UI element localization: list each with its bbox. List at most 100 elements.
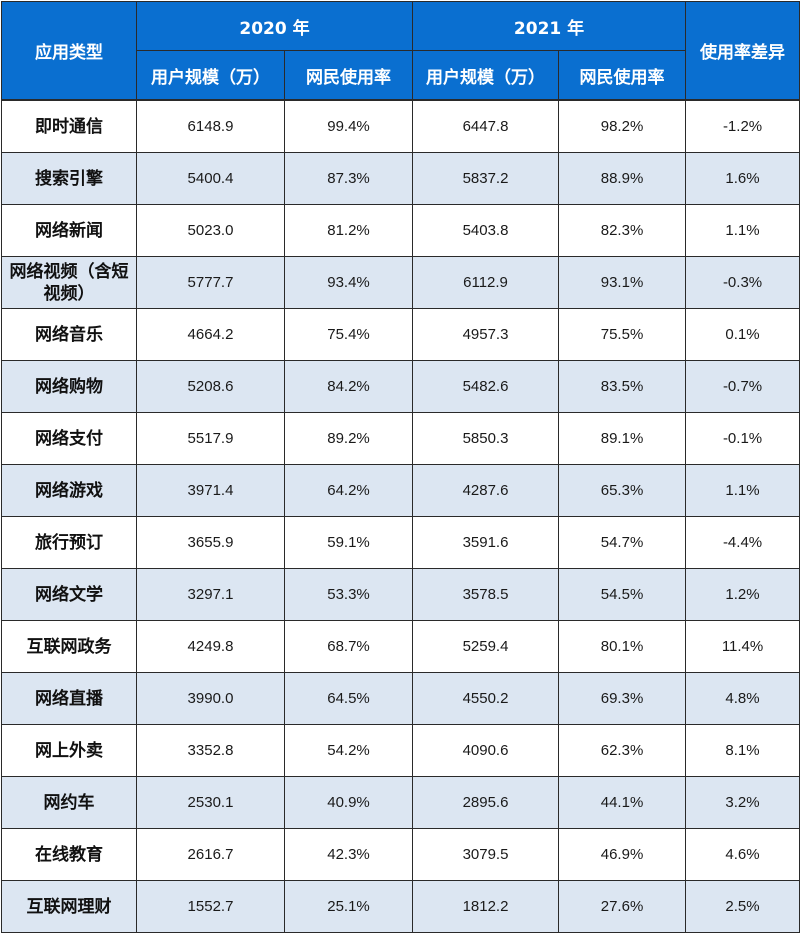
cell-2020-usage-rate: 64.2% <box>283 464 414 517</box>
cell-rate-difference: 1.1% <box>685 464 800 517</box>
cell-2021-user-scale: 5850.3 <box>412 412 560 465</box>
table-row: 搜索引擎 5400.4 87.3% 5837.2 88.9% 1.6% <box>1 152 800 205</box>
table-header: 应用类型 2020 年 2021 年 使用率差异 用户规模（万） 网民使用率 用… <box>1 1 800 101</box>
header-2021-usage-rate: 网民使用率 <box>558 50 687 101</box>
cell-category: 搜索引擎 <box>1 152 137 205</box>
cell-2021-user-scale: 3578.5 <box>412 568 560 621</box>
cell-2020-user-scale: 3655.9 <box>136 516 285 569</box>
cell-2021-usage-rate: 80.1% <box>558 620 687 673</box>
cell-2021-user-scale: 3591.6 <box>412 516 560 569</box>
cell-rate-difference: 1.1% <box>685 204 800 257</box>
cell-2020-usage-rate: 87.3% <box>283 152 414 205</box>
cell-category: 互联网政务 <box>1 620 137 673</box>
header-2020-user-scale: 用户规模（万） <box>136 50 285 101</box>
cell-2020-user-scale: 5517.9 <box>136 412 285 465</box>
cell-2021-usage-rate: 88.9% <box>558 152 687 205</box>
cell-2020-usage-rate: 59.1% <box>283 516 414 569</box>
cell-rate-difference: -0.7% <box>685 360 800 413</box>
table-row: 在线教育 2616.7 42.3% 3079.5 46.9% 4.6% <box>1 828 800 881</box>
table-row: 网络游戏 3971.4 64.2% 4287.6 65.3% 1.1% <box>1 464 800 517</box>
cell-2020-usage-rate: 25.1% <box>283 880 414 933</box>
cell-category: 互联网理财 <box>1 880 137 933</box>
table-row: 网上外卖 3352.8 54.2% 4090.6 62.3% 8.1% <box>1 724 800 777</box>
cell-2021-user-scale: 3079.5 <box>412 828 560 881</box>
cell-2020-usage-rate: 53.3% <box>283 568 414 621</box>
cell-category: 网约车 <box>1 776 137 829</box>
cell-2021-user-scale: 4090.6 <box>412 724 560 777</box>
table-row: 网络文学 3297.1 53.3% 3578.5 54.5% 1.2% <box>1 568 800 621</box>
cell-2020-user-scale: 5400.4 <box>136 152 285 205</box>
cell-2021-usage-rate: 44.1% <box>558 776 687 829</box>
cell-category: 即时通信 <box>1 99 137 153</box>
cell-2021-usage-rate: 83.5% <box>558 360 687 413</box>
cell-2021-usage-rate: 54.7% <box>558 516 687 569</box>
cell-2020-usage-rate: 42.3% <box>283 828 414 881</box>
cell-rate-difference: 0.1% <box>685 308 800 361</box>
table-row: 互联网政务 4249.8 68.7% 5259.4 80.1% 11.4% <box>1 620 800 673</box>
cell-rate-difference: 4.8% <box>685 672 800 725</box>
table-row: 网络音乐 4664.2 75.4% 4957.3 75.5% 0.1% <box>1 308 800 361</box>
cell-2020-usage-rate: 75.4% <box>283 308 414 361</box>
cell-2021-user-scale: 4550.2 <box>412 672 560 725</box>
cell-category: 网络文学 <box>1 568 137 621</box>
cell-2021-usage-rate: 75.5% <box>558 308 687 361</box>
header-row-years: 应用类型 2020 年 2021 年 使用率差异 <box>1 1 800 101</box>
cell-2020-user-scale: 4249.8 <box>136 620 285 673</box>
cell-2021-user-scale: 6112.9 <box>412 256 560 309</box>
cell-rate-difference: 2.5% <box>685 880 800 933</box>
header-2020-usage-rate: 网民使用率 <box>283 50 414 101</box>
cell-2021-usage-rate: 62.3% <box>558 724 687 777</box>
cell-2021-usage-rate: 82.3% <box>558 204 687 257</box>
table-row: 即时通信 6148.9 99.4% 6447.8 98.2% -1.2% <box>1 99 800 153</box>
cell-2020-usage-rate: 89.2% <box>283 412 414 465</box>
cell-2020-usage-rate: 81.2% <box>283 204 414 257</box>
cell-2021-user-scale: 5259.4 <box>412 620 560 673</box>
cell-2020-user-scale: 4664.2 <box>136 308 285 361</box>
header-year-2021: 2021 年 <box>412 1 687 51</box>
cell-rate-difference: -0.1% <box>685 412 800 465</box>
cell-2021-usage-rate: 46.9% <box>558 828 687 881</box>
header-rate-difference: 使用率差异 <box>685 1 800 101</box>
cell-category: 网络直播 <box>1 672 137 725</box>
cell-2020-user-scale: 5023.0 <box>136 204 285 257</box>
table-row: 网络新闻 5023.0 81.2% 5403.8 82.3% 1.1% <box>1 204 800 257</box>
cell-2021-user-scale: 5403.8 <box>412 204 560 257</box>
cell-2021-usage-rate: 69.3% <box>558 672 687 725</box>
cell-2020-usage-rate: 40.9% <box>283 776 414 829</box>
cell-2020-user-scale: 3297.1 <box>136 568 285 621</box>
cell-2020-user-scale: 2616.7 <box>136 828 285 881</box>
cell-category: 网络新闻 <box>1 204 137 257</box>
cell-category: 网络音乐 <box>1 308 137 361</box>
header-year-2020: 2020 年 <box>135 1 414 51</box>
cell-2020-usage-rate: 54.2% <box>283 724 414 777</box>
header-2021-user-scale: 用户规模（万） <box>412 50 560 101</box>
cell-2020-usage-rate: 68.7% <box>283 620 414 673</box>
cell-2020-user-scale: 3990.0 <box>136 672 285 725</box>
cell-2021-usage-rate: 93.1% <box>558 256 687 309</box>
cell-category: 网络支付 <box>1 412 137 465</box>
cell-category: 网络视频（含短视频） <box>1 256 137 309</box>
cell-2020-user-scale: 3352.8 <box>136 724 285 777</box>
header-row-metrics: 用户规模（万） 网民使用率 用户规模（万） 网民使用率 <box>2 50 800 101</box>
table-row: 网络直播 3990.0 64.5% 4550.2 69.3% 4.8% <box>1 672 800 725</box>
cell-2021-usage-rate: 65.3% <box>558 464 687 517</box>
cell-2021-user-scale: 4957.3 <box>412 308 560 361</box>
cell-2021-user-scale: 4287.6 <box>412 464 560 517</box>
cell-2021-user-scale: 1812.2 <box>412 880 560 933</box>
cell-2020-usage-rate: 99.4% <box>283 99 414 153</box>
cell-2020-usage-rate: 93.4% <box>283 256 414 309</box>
cell-2020-user-scale: 2530.1 <box>136 776 285 829</box>
cell-2020-user-scale: 3971.4 <box>136 464 285 517</box>
cell-2020-user-scale: 6148.9 <box>136 99 285 153</box>
cell-rate-difference: 1.6% <box>685 152 800 205</box>
cell-category: 网络购物 <box>1 360 137 413</box>
cell-2021-usage-rate: 98.2% <box>558 99 687 153</box>
cell-2021-usage-rate: 27.6% <box>558 880 687 933</box>
cell-rate-difference: 1.2% <box>685 568 800 621</box>
cell-2021-user-scale: 2895.6 <box>412 776 560 829</box>
cell-rate-difference: -1.2% <box>685 99 800 153</box>
table-body: 即时通信 6148.9 99.4% 6447.8 98.2% -1.2% 搜索引擎 5400.… <box>1 99 800 933</box>
table-row: 网络支付 5517.9 89.2% 5850.3 89.1% -0.1% <box>1 412 800 465</box>
